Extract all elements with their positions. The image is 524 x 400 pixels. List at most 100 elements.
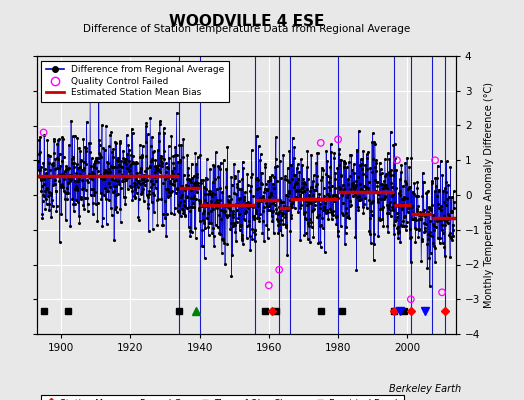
Point xyxy=(391,216,400,223)
Point xyxy=(46,152,54,159)
Point xyxy=(354,206,363,213)
Point xyxy=(396,239,405,246)
Point xyxy=(83,201,92,207)
Point xyxy=(428,178,436,184)
Point xyxy=(167,181,176,188)
Point xyxy=(369,139,378,146)
Point xyxy=(124,186,132,192)
Point xyxy=(277,217,285,224)
Point xyxy=(121,194,129,200)
Point xyxy=(266,201,274,207)
Point xyxy=(341,160,350,166)
Point xyxy=(96,190,105,196)
Point xyxy=(243,171,252,177)
Point xyxy=(40,166,49,172)
Point xyxy=(290,144,298,150)
Point xyxy=(228,252,236,258)
Point xyxy=(269,180,277,187)
Point xyxy=(423,265,431,271)
Point xyxy=(282,192,290,198)
Point xyxy=(243,223,251,229)
Point xyxy=(50,138,59,144)
Point xyxy=(444,213,453,220)
Point xyxy=(203,200,212,207)
Point xyxy=(104,160,113,166)
Point xyxy=(312,183,320,189)
Point xyxy=(417,212,425,218)
Point xyxy=(413,184,421,191)
Point xyxy=(326,164,334,170)
Point xyxy=(286,197,294,204)
Point xyxy=(43,174,52,180)
Point xyxy=(177,142,185,148)
Point xyxy=(174,202,183,208)
Point xyxy=(309,207,317,213)
Point xyxy=(41,206,49,212)
Point xyxy=(66,176,74,182)
Point xyxy=(337,210,346,216)
Point xyxy=(390,141,399,147)
Point xyxy=(346,152,354,158)
Point xyxy=(127,184,136,190)
Point xyxy=(322,170,331,177)
Point xyxy=(305,200,313,206)
Point xyxy=(41,188,50,194)
Point xyxy=(289,155,298,162)
Point xyxy=(366,214,375,221)
Point xyxy=(314,195,322,201)
Point xyxy=(411,215,419,222)
Point xyxy=(310,187,319,193)
Point xyxy=(297,202,305,208)
Point xyxy=(126,182,134,189)
Point xyxy=(223,214,231,220)
Point xyxy=(65,142,73,148)
Point xyxy=(332,194,341,200)
Point xyxy=(93,155,101,161)
Point xyxy=(158,222,167,228)
Point xyxy=(272,163,281,170)
Point xyxy=(222,184,231,190)
Point xyxy=(89,210,97,217)
Point xyxy=(410,180,419,186)
Point xyxy=(332,213,340,220)
Point xyxy=(214,163,223,170)
Point xyxy=(144,201,152,207)
Point xyxy=(63,196,71,202)
Point xyxy=(139,186,147,192)
Point xyxy=(124,164,132,171)
Point xyxy=(113,191,122,198)
Point xyxy=(169,153,178,160)
Point xyxy=(400,214,409,220)
Point xyxy=(97,173,106,180)
Point xyxy=(321,248,329,255)
Point xyxy=(450,199,458,205)
Point xyxy=(293,195,301,202)
Point xyxy=(325,174,334,180)
Text: Difference of Station Temperature Data from Regional Average: Difference of Station Temperature Data f… xyxy=(83,24,410,34)
Point xyxy=(351,191,359,197)
Point xyxy=(68,160,76,166)
Point xyxy=(207,207,215,214)
Point xyxy=(316,140,325,146)
Point xyxy=(429,212,437,218)
Point xyxy=(90,164,99,170)
Point xyxy=(151,156,160,163)
Point xyxy=(344,213,353,220)
Point xyxy=(107,163,115,169)
Point xyxy=(60,170,68,177)
Point xyxy=(270,174,279,180)
Point xyxy=(37,188,46,194)
Point xyxy=(130,160,139,166)
Point xyxy=(334,136,342,142)
Point xyxy=(57,211,66,218)
Point xyxy=(200,184,209,191)
Point xyxy=(244,201,253,208)
Point xyxy=(279,220,288,227)
Point xyxy=(89,200,97,206)
Point xyxy=(217,236,226,242)
Point xyxy=(400,196,408,202)
Point xyxy=(73,185,81,192)
Point xyxy=(275,266,283,273)
Point xyxy=(242,208,250,215)
Point xyxy=(284,192,292,199)
